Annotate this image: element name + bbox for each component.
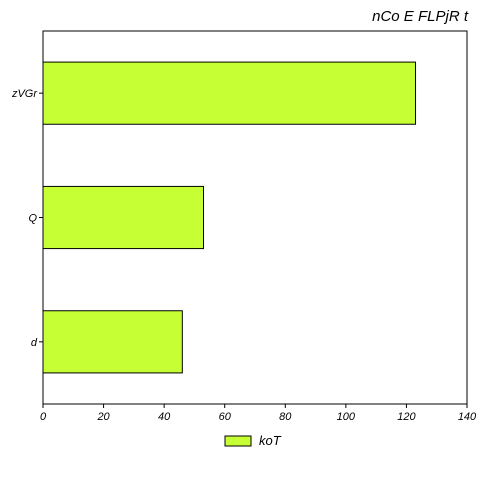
bar-zVGr <box>42 61 417 125</box>
x-axis: 0 20 40 60 80 100 120 140 <box>40 404 477 423</box>
x-tick-label: 140 <box>458 411 477 423</box>
y-tick-label: zVGr <box>11 88 38 100</box>
legend-label: koT <box>259 433 282 448</box>
bar-d <box>42 310 183 374</box>
x-tick-label: 0 <box>40 411 47 423</box>
x-tick-label: 120 <box>397 411 416 423</box>
y-axis: zVGr Qd <box>11 88 43 349</box>
y-tick-label: d <box>31 337 38 349</box>
bar-Q <box>42 185 205 250</box>
x-tick-label: 60 <box>219 411 232 423</box>
y-tick-label: Q <box>28 213 37 225</box>
chart-title: nCo E FLPjR t <box>372 8 468 25</box>
bars-layer <box>42 61 417 374</box>
x-tick-label: 100 <box>337 411 356 423</box>
x-tick-label: 80 <box>279 411 292 423</box>
legend: koT <box>224 433 282 448</box>
x-tick-label: 40 <box>158 411 171 423</box>
legend-swatch <box>224 435 252 447</box>
x-tick-label: 20 <box>96 411 110 423</box>
